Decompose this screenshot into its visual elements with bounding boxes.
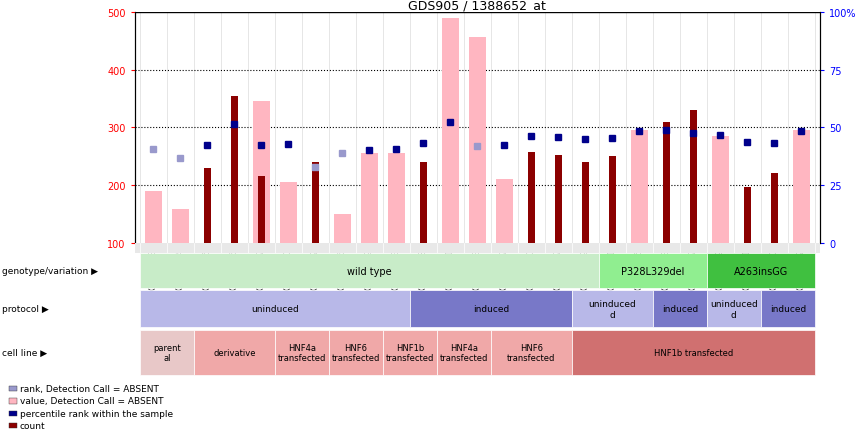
Bar — [744, 188, 751, 243]
Bar — [690, 111, 697, 243]
Text: HNF6
transfected: HNF6 transfected — [332, 343, 380, 362]
Text: wild type: wild type — [347, 266, 391, 276]
Text: rank, Detection Call = ABSENT: rank, Detection Call = ABSENT — [20, 385, 159, 393]
Bar — [609, 157, 615, 243]
Text: uninduced: uninduced — [251, 305, 299, 314]
Bar — [333, 214, 352, 243]
Text: HNF4a
transfected: HNF4a transfected — [278, 343, 326, 362]
Bar — [442, 19, 459, 243]
Text: HNF1b transfected: HNF1b transfected — [654, 348, 733, 357]
Text: A263insGG: A263insGG — [733, 266, 788, 276]
Bar — [663, 122, 670, 243]
Bar — [253, 102, 270, 243]
Text: induced: induced — [661, 305, 698, 314]
Bar — [528, 152, 535, 243]
Title: GDS905 / 1388652_at: GDS905 / 1388652_at — [409, 0, 546, 12]
Bar — [420, 162, 427, 243]
Text: cell line ▶: cell line ▶ — [2, 348, 47, 357]
Bar — [145, 191, 162, 243]
Bar — [631, 131, 648, 243]
Bar — [360, 154, 378, 243]
Bar — [279, 183, 297, 243]
Text: HNF1b
transfected: HNF1b transfected — [385, 343, 434, 362]
Text: induced: induced — [770, 305, 806, 314]
Bar — [582, 162, 589, 243]
Bar — [172, 210, 189, 243]
Text: uninduced
d: uninduced d — [589, 299, 636, 319]
Text: HNF4a
transfected: HNF4a transfected — [440, 343, 488, 362]
Bar — [469, 38, 486, 243]
Text: induced: induced — [473, 305, 509, 314]
Text: protocol ▶: protocol ▶ — [2, 305, 49, 314]
Bar — [231, 96, 238, 243]
Bar — [312, 162, 319, 243]
Bar — [771, 174, 778, 243]
Text: value, Detection Call = ABSENT: value, Detection Call = ABSENT — [20, 397, 163, 405]
Text: parent
al: parent al — [153, 343, 181, 362]
Text: P328L329del: P328L329del — [621, 266, 685, 276]
Text: genotype/variation ▶: genotype/variation ▶ — [2, 267, 98, 276]
Bar — [712, 137, 729, 243]
Bar — [204, 168, 211, 243]
Text: HNF6
transfected: HNF6 transfected — [507, 343, 556, 362]
Text: uninduced
d: uninduced d — [710, 299, 758, 319]
Bar — [496, 180, 513, 243]
Bar — [792, 131, 810, 243]
Bar — [555, 156, 562, 243]
Text: derivative: derivative — [214, 348, 256, 357]
Bar — [258, 177, 265, 243]
Text: percentile rank within the sample: percentile rank within the sample — [20, 409, 173, 418]
Bar — [388, 154, 405, 243]
Text: count: count — [20, 421, 46, 430]
